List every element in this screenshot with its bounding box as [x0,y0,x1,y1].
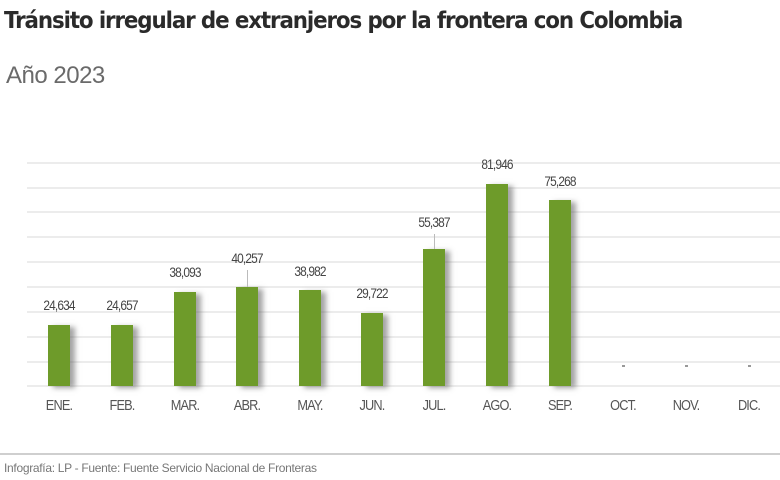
chart-title: Tránsito irregular de extranjeros por la… [4,8,683,34]
gridline [27,336,780,338]
bar-ago [486,184,508,386]
gridline-baseline [27,385,780,387]
gridline [27,286,780,288]
bar-feb [111,325,133,386]
x-label-mar: MAR. [170,397,200,414]
empty-marker-dic [748,365,751,367]
x-label-dic: DIC. [737,397,761,414]
value-label-feb: 24,657 [106,297,138,313]
value-label-jul: 55,387 [418,214,450,230]
x-label-may: MAY. [297,397,323,414]
bar-jul [423,249,445,386]
value-label-may: 38,982 [294,263,326,279]
x-label-nov: NOV. [672,397,700,414]
bar-jun [361,313,383,386]
x-label-abr: ABR. [233,397,261,414]
chart-subtitle: Año 2023 [6,62,105,89]
bar-mar [174,292,196,386]
value-label-ago: 81,946 [481,156,513,172]
x-label-jul: JUL. [422,397,447,414]
gridline [27,261,780,263]
gridline [27,187,780,189]
x-label-ene: ENE. [45,397,73,414]
bar-abr [236,287,258,386]
gridline [27,162,780,164]
gridline [27,211,780,213]
value-label-sep: 75,268 [544,173,576,189]
gridline [27,361,780,363]
value-label-ene: 24,634 [43,297,75,313]
value-label-abr: 40,257 [231,250,263,266]
bar-sep [549,200,571,386]
value-label-jun: 29,722 [356,285,388,301]
leader-line-jul [434,234,435,249]
bar-ene [48,325,70,386]
gridline [27,236,780,238]
footer-divider [0,453,780,455]
leader-line-abr [247,270,248,287]
gridline [27,311,780,313]
value-label-mar: 38,093 [169,264,201,280]
source-credit: Infografía: LP - Fuente: Fuente Servicio… [4,461,317,475]
x-label-feb: FEB. [109,397,136,414]
x-label-jun: JUN. [359,397,386,414]
x-label-ago: AGO. [482,397,512,414]
empty-marker-oct [622,365,625,367]
x-label-oct: OCT. [610,397,636,414]
bar-may [299,290,321,386]
empty-marker-nov [685,365,688,367]
x-label-sep: SEP. [547,397,573,414]
